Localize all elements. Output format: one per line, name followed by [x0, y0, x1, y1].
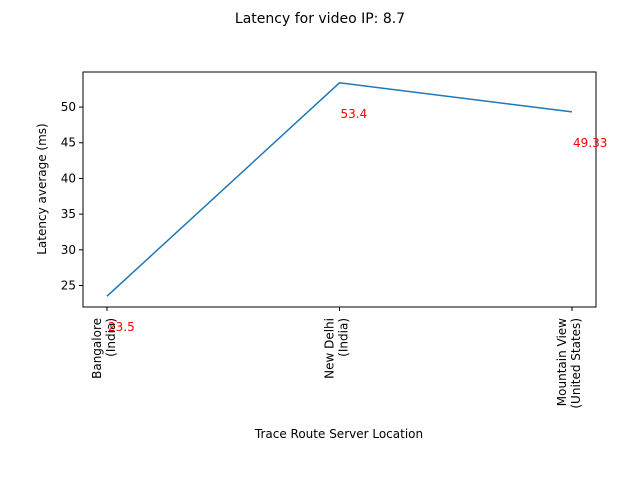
- chart-title: Latency for video IP: 8.7: [235, 11, 405, 27]
- x-axis-ticks: Bangalore(India) New Delhi(India) Mountain…: [90, 307, 583, 409]
- series-layer: [106, 81, 573, 297]
- y-axis-ticks: 25 30 35 40 45 50: [61, 100, 83, 293]
- y-tick-label: 25: [61, 279, 76, 293]
- y-tick-label: 40: [61, 171, 76, 185]
- x-tick-label: New Delhi(India): [323, 318, 351, 379]
- data-label: 23.5: [108, 320, 135, 334]
- x-tick-label: Bangalore(India): [90, 318, 118, 379]
- x-axis-label: Trace Route Server Location: [254, 427, 423, 441]
- y-tick-label: 35: [61, 207, 76, 221]
- data-labels: 23.5 53.4 49.33: [108, 107, 607, 334]
- series-line: [106, 81, 573, 297]
- y-axis-label: Latency average (ms): [35, 123, 49, 255]
- y-tick-label: 45: [61, 136, 76, 150]
- y-tick-label: 50: [61, 100, 76, 114]
- x-tick-label: Mountain View(United States): [555, 318, 583, 409]
- data-label: 53.4: [341, 107, 368, 121]
- y-tick-label: 30: [61, 243, 76, 257]
- data-label: 49.33: [573, 136, 607, 150]
